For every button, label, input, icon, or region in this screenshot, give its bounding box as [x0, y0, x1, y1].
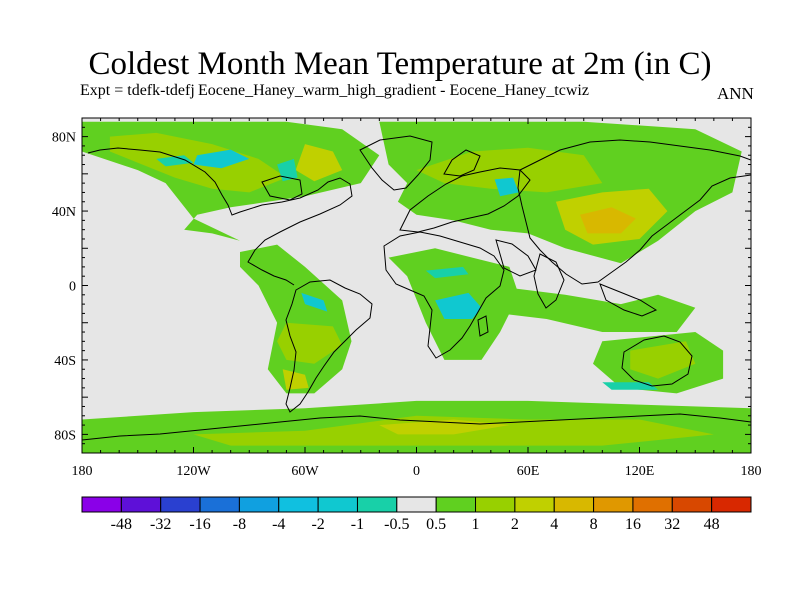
experiment-description: Eocene_Haney_warm_high_gradient - Eocene… [198, 82, 589, 99]
contour-region-5 [156, 155, 194, 167]
lat-tick-label: 40N [52, 205, 76, 220]
colorbar-label: 1 [472, 516, 480, 533]
colorbar-swatch [553, 496, 595, 513]
coastline-india [533, 253, 565, 309]
colorbar-label: 8 [590, 516, 598, 533]
coastline-scandinavia [443, 149, 481, 177]
lon-tick-label: 180 [72, 464, 93, 479]
colorbar-label: -8 [233, 516, 246, 533]
colorbar-label: -32 [150, 516, 171, 533]
colorbar-swatch [81, 496, 122, 513]
coastlines [82, 135, 751, 441]
colorbar-label: 16 [625, 516, 641, 533]
contour-region-14 [301, 292, 328, 312]
colorbar-swatch [514, 496, 555, 513]
colorbar-swatch [356, 496, 398, 513]
colorbar-swatch [475, 496, 516, 513]
colorbar-labels: -48 -32 -16 -8 -4 -2 -1 -0.5 0.5 1 2 4 8 16 32 48 [111, 516, 720, 533]
contour-region-2 [295, 144, 343, 182]
coastline-africa [383, 231, 505, 359]
colorbar-label: -16 [189, 516, 210, 533]
lon-tick-label: 60E [517, 464, 540, 479]
colorbar-swatch [593, 496, 634, 513]
contour-region-17 [425, 266, 469, 279]
coastline-antarctica [82, 413, 751, 441]
colorbar-swatch [671, 496, 713, 513]
colorbar-swatch [396, 496, 437, 513]
colorbar-swatch [317, 496, 358, 513]
colorbar-label: 0.5 [426, 516, 446, 533]
colorbar-swatch [199, 496, 240, 513]
coastline-north-america [87, 147, 353, 286]
contour-region-7 [416, 147, 603, 193]
axis-ticks [81, 117, 752, 454]
colorbar-label: -1 [351, 516, 364, 533]
plot-title: Coldest Month Mean Temperature at 2m (in… [88, 46, 712, 82]
coastline-madagascar [477, 315, 489, 337]
lat-tick-label: 0 [69, 280, 76, 295]
experiment-label: Expt = tdefk-tdefj [80, 82, 195, 100]
contour-region-16 [435, 292, 482, 319]
colorbar-label: 32 [664, 516, 680, 533]
colorbar-swatch [632, 496, 673, 513]
lat-tick-label: 40S [54, 354, 76, 369]
contour-region-3 [193, 149, 250, 169]
lon-tick-label: 120W [176, 464, 211, 479]
colorbar-swatch [120, 496, 162, 513]
coastline-greenland [359, 135, 433, 191]
colorbar-label: -2 [311, 516, 324, 533]
colorbar [81, 496, 752, 513]
contour-region-9 [580, 207, 636, 234]
contour-region-4 [277, 158, 298, 182]
period-label: ANN [717, 84, 754, 103]
contour-region-20 [630, 341, 696, 379]
colorbar-label: -4 [272, 516, 285, 533]
lat-tick-label: 80N [52, 131, 76, 146]
lon-tick-label: 120E [625, 464, 655, 479]
colorbar-label: 2 [511, 516, 519, 533]
coastline-south-america [285, 279, 373, 413]
contour-region-18 [490, 285, 696, 332]
colorbar-swatch [238, 496, 280, 513]
coastline-australia [621, 335, 693, 387]
lon-tick-label: 180 [741, 464, 762, 479]
lat-tick-label: 80S [54, 428, 76, 443]
colorbar-swatch [435, 496, 477, 513]
axis-tick-labels: 80N 40N 0 40S 80S 180 120W 60W 0 60E 120E 180 [52, 131, 762, 479]
contour-region-10 [494, 177, 519, 197]
experiment-id: Expt = tdefk-tdefj [80, 82, 195, 99]
coastline-asia [517, 139, 751, 285]
colorbar-label: -48 [111, 516, 132, 533]
colorbar-swatch [711, 496, 752, 513]
colorbar-swatch [278, 496, 319, 513]
lon-tick-label: 60W [291, 464, 319, 479]
lon-tick-label: 0 [413, 464, 420, 479]
contour-region-24 [379, 419, 510, 435]
coastline-europe [399, 167, 531, 233]
colorbar-label: 48 [704, 516, 720, 533]
contour-regions [82, 121, 751, 453]
coastline-hudson-bay [261, 175, 303, 201]
contour-region-21 [602, 382, 659, 390]
contour-region-12 [277, 322, 343, 364]
coastline-southeast-asia [599, 283, 658, 317]
colorbar-label: 4 [550, 516, 558, 533]
colorbar-label: -0.5 [384, 516, 409, 533]
colorbar-swatch [160, 496, 201, 513]
contour-region-13 [282, 369, 309, 390]
